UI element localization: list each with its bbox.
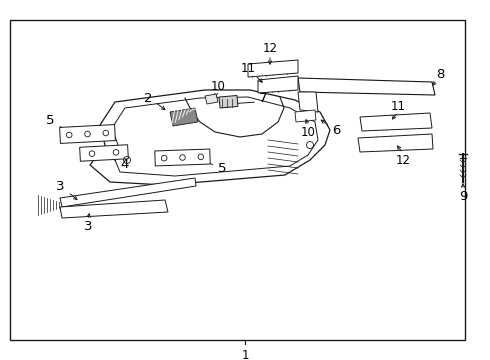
Polygon shape: [80, 145, 128, 161]
Polygon shape: [360, 113, 432, 131]
Polygon shape: [60, 178, 196, 207]
Polygon shape: [298, 92, 318, 112]
Text: 7: 7: [259, 91, 267, 104]
Polygon shape: [170, 108, 198, 126]
Text: 1: 1: [241, 349, 249, 360]
Polygon shape: [358, 134, 433, 152]
Text: 9: 9: [459, 189, 467, 202]
Text: 5: 5: [46, 113, 54, 126]
Polygon shape: [295, 110, 316, 122]
Bar: [10, 20, 465, 340]
Text: 12: 12: [395, 153, 411, 166]
Text: 2: 2: [144, 91, 152, 104]
Text: 3: 3: [84, 220, 92, 234]
Polygon shape: [155, 149, 210, 166]
Text: 11: 11: [241, 63, 255, 76]
Text: 10: 10: [211, 80, 225, 93]
Polygon shape: [60, 125, 115, 143]
Text: 3: 3: [56, 180, 64, 194]
Text: 12: 12: [263, 42, 277, 55]
Polygon shape: [205, 94, 218, 104]
Bar: [219, 95, 238, 108]
Text: 8: 8: [436, 68, 444, 81]
Polygon shape: [298, 78, 435, 95]
Text: 11: 11: [391, 99, 406, 112]
Text: 5: 5: [218, 162, 226, 175]
Polygon shape: [258, 76, 298, 93]
Text: 4: 4: [121, 158, 129, 171]
Text: 10: 10: [300, 126, 316, 139]
Polygon shape: [90, 90, 330, 185]
Text: 6: 6: [332, 123, 340, 136]
Polygon shape: [248, 60, 298, 77]
Polygon shape: [60, 200, 168, 218]
